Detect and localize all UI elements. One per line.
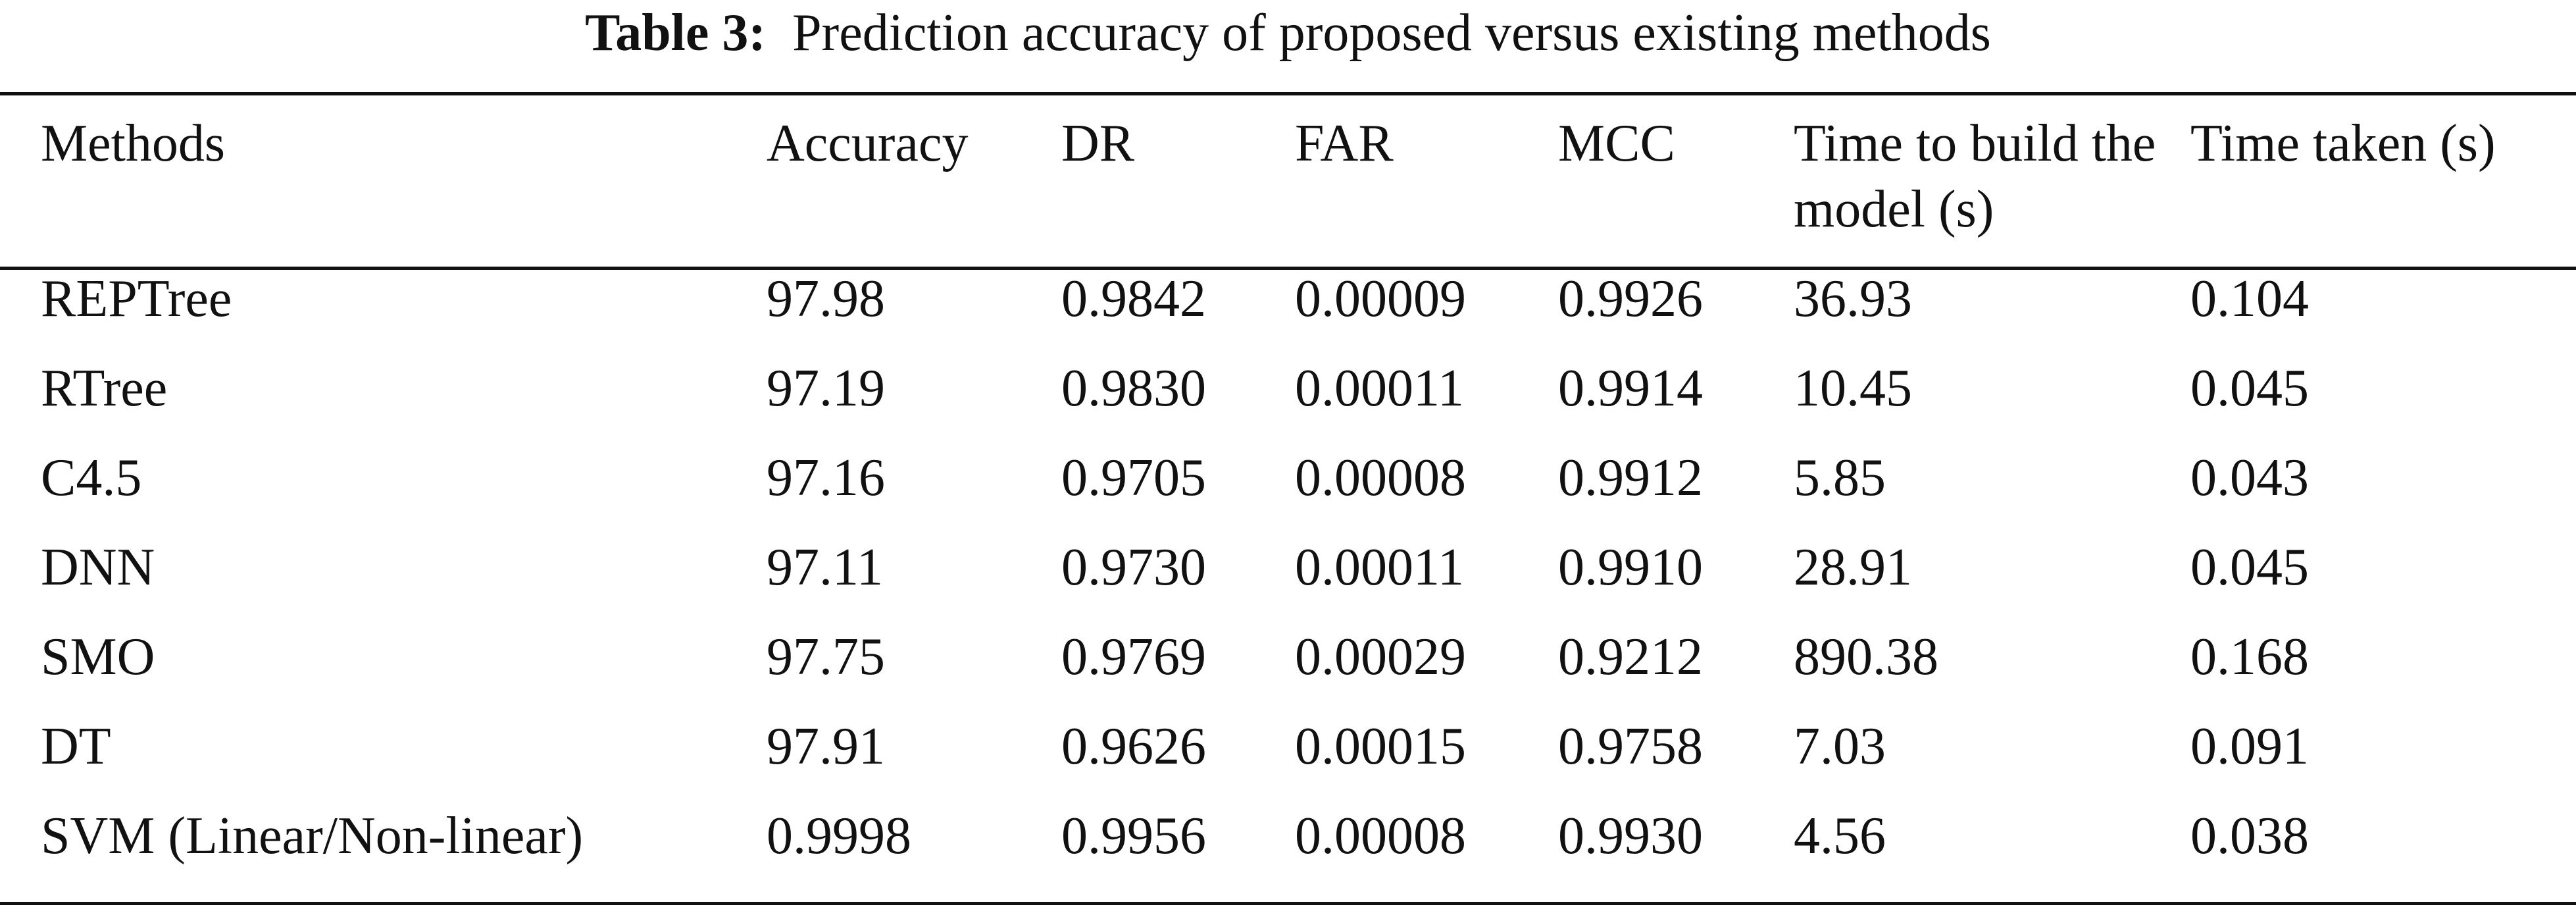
results-table: Methods Accuracy DR FAR MCC Time to buil… (0, 111, 2576, 893)
cell-mcc: 0.9914 (1558, 359, 1703, 417)
cell-accuracy: 97.11 (767, 538, 884, 596)
table-caption: Table 3: Prediction accuracy of proposed… (0, 0, 2576, 72)
table-row: C4.5 97.16 0.9705 0.00008 0.9912 5.85 0.043 (0, 445, 2576, 535)
table-top-rule (0, 92, 2576, 95)
cell-time-to-build: 28.91 (1794, 538, 1912, 596)
cell-time-taken: 0.091 (2190, 718, 2309, 775)
table-caption-text: Prediction accuracy of proposed versus e… (792, 4, 1991, 62)
cell-accuracy: 97.75 (767, 628, 885, 686)
cell-mcc: 0.9758 (1558, 718, 1703, 775)
header-time-to-build-cell: Time to build the model (s) (1794, 111, 2190, 266)
cell-far: 0.00008 (1295, 807, 1466, 865)
cell-dr: 0.9830 (1061, 359, 1206, 417)
cell-accuracy: 97.98 (767, 270, 885, 328)
table-row: SVM (Linear/Non-linear) 0.9998 0.9956 0.000… (0, 803, 2576, 893)
cell-time-to-build: 5.85 (1794, 449, 1886, 507)
cell-time-to-build: 4.56 (1794, 807, 1886, 865)
cell-time-to-build: 7.03 (1794, 718, 1886, 775)
cell-far: 0.00008 (1295, 449, 1466, 507)
cell-accuracy: 0.9998 (767, 807, 911, 865)
header-time-taken: Time taken (s) (2190, 115, 2496, 172)
cell-accuracy: 97.19 (767, 359, 885, 417)
cell-time-to-build: 36.93 (1794, 270, 1912, 328)
cell-dr: 0.9705 (1061, 449, 1206, 507)
cell-accuracy: 97.91 (767, 718, 885, 775)
cell-method: REPTree (41, 270, 232, 328)
cell-dr: 0.9626 (1061, 718, 1206, 775)
cell-method: SMO (41, 628, 155, 686)
cell-time-taken: 0.043 (2190, 449, 2309, 507)
header-methods: Methods (41, 115, 225, 172)
table-row: SMO 97.75 0.9769 0.00029 0.9212 890.38 0.168 (0, 624, 2576, 714)
table-row: RTree 97.19 0.9830 0.00011 0.9914 10.45 0.045 (0, 355, 2576, 445)
table-bottom-rule (0, 902, 2576, 905)
cell-mcc: 0.9926 (1558, 270, 1703, 328)
cell-time-to-build: 890.38 (1794, 628, 1938, 686)
cell-mcc: 0.9212 (1558, 628, 1703, 686)
cell-far: 0.00011 (1295, 538, 1465, 596)
cell-time-to-build: 10.45 (1794, 359, 1912, 417)
cell-dr: 0.9956 (1061, 807, 1206, 865)
cell-far: 0.00009 (1295, 270, 1466, 328)
table-caption-label: Table 3: (585, 4, 767, 62)
cell-accuracy: 97.16 (767, 449, 885, 507)
cell-time-taken: 0.045 (2190, 359, 2309, 417)
table-row: DT 97.91 0.9626 0.00015 0.9758 7.03 0.091 (0, 714, 2576, 803)
header-dr: DR (1061, 115, 1135, 172)
cell-mcc: 0.9912 (1558, 449, 1703, 507)
cell-dr: 0.9769 (1061, 628, 1206, 686)
cell-method: DNN (41, 538, 155, 596)
table-row: DNN 97.11 0.9730 0.00011 0.9910 28.91 0.045 (0, 535, 2576, 624)
header-mcc: MCC (1558, 115, 1675, 172)
table-header-rule (0, 267, 2576, 270)
cell-method: DT (41, 718, 111, 775)
cell-time-taken: 0.104 (2190, 270, 2309, 328)
table-body: REPTree 97.98 0.9842 0.00009 0.9926 36.93 0.10… (0, 266, 2576, 893)
cell-method: RTree (41, 359, 168, 417)
cell-mcc: 0.9910 (1558, 538, 1703, 596)
header-accuracy: Accuracy (767, 115, 969, 172)
cell-method: SVM (Linear/Non-linear) (41, 807, 584, 865)
cell-method: C4.5 (41, 449, 142, 507)
cell-far: 0.00011 (1295, 359, 1465, 417)
cell-far: 0.00029 (1295, 628, 1466, 686)
cell-time-taken: 0.045 (2190, 538, 2309, 596)
cell-dr: 0.9842 (1061, 270, 1206, 328)
cell-dr: 0.9730 (1061, 538, 1206, 596)
table-row: REPTree 97.98 0.9842 0.00009 0.9926 36.93 0.10… (0, 266, 2576, 355)
cell-time-taken: 0.168 (2190, 628, 2309, 686)
header-time-to-build: Time to build the model (s) (1794, 115, 2156, 238)
cell-far: 0.00015 (1295, 718, 1466, 775)
cell-time-taken: 0.038 (2190, 807, 2309, 865)
header-row: Methods Accuracy DR FAR MCC Time to buil… (0, 111, 2576, 266)
table-header: Methods Accuracy DR FAR MCC Time to buil… (0, 111, 2576, 266)
header-far: FAR (1295, 115, 1394, 172)
cell-mcc: 0.9930 (1558, 807, 1703, 865)
